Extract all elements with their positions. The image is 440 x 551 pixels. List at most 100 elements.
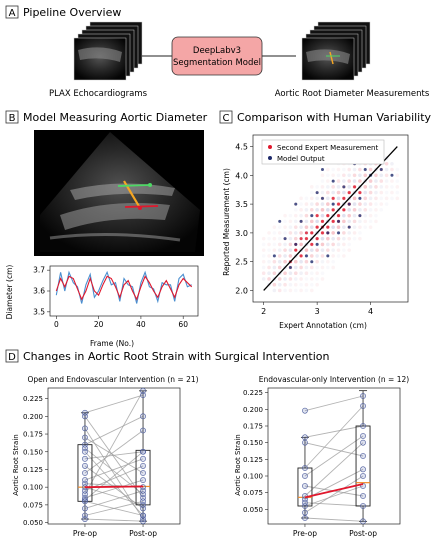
scatter-density-dot — [288, 219, 293, 224]
scatter-density-dot — [363, 202, 368, 206]
strain-point — [360, 466, 366, 473]
scatter-density-dot — [384, 179, 389, 183]
strain-point — [82, 470, 88, 476]
trace-xlabel: Frame (No.) — [90, 339, 134, 348]
scatter-point — [342, 185, 346, 189]
scatter-density-dot — [299, 208, 303, 212]
strain-point — [140, 413, 146, 420]
scatter-density-dot — [384, 190, 389, 195]
strain-point — [82, 434, 88, 441]
scatter-density-dot — [283, 277, 287, 281]
scatter-density-dot — [363, 190, 368, 195]
scatter-density-dot — [384, 173, 389, 178]
scatter-density-dot — [379, 208, 384, 212]
scatter-density-dot — [342, 225, 346, 229]
scatter-density-dot — [283, 254, 287, 258]
panel-a-letter: A — [9, 8, 16, 19]
scatter-density-dot — [261, 254, 266, 258]
scatter-density-dot — [368, 219, 373, 224]
scatter-density-dot — [315, 208, 319, 212]
scatter-density-dot — [379, 173, 384, 178]
scatter-density-dot — [347, 208, 352, 212]
paired-line — [304, 442, 364, 497]
scatter-density-dot — [293, 225, 298, 229]
paired-line — [304, 475, 364, 514]
scatter-density-dot — [283, 213, 287, 218]
scatter-density-dot — [261, 277, 266, 281]
scatter-density-dot — [304, 202, 309, 206]
strain-point — [140, 392, 146, 398]
scatter-density-dot — [363, 219, 368, 224]
scatter-density-dot — [331, 265, 335, 270]
scatter-density-dot — [384, 161, 389, 166]
scatter-density-dot — [347, 231, 352, 235]
box-xtick-label: Pre-op — [73, 529, 97, 538]
panel-b-letter: B — [9, 113, 16, 124]
scatter-density-dot — [363, 196, 368, 201]
paired-line — [84, 479, 144, 499]
paired-line — [304, 442, 364, 457]
scatter-density-dot — [352, 167, 357, 172]
scatter-density-dot — [288, 213, 293, 218]
scatter-density-dot — [320, 271, 325, 276]
scatter-density-dot — [395, 190, 400, 195]
scatter-density-dot — [309, 202, 314, 206]
scatter-density-dot — [342, 167, 346, 172]
strain-point — [140, 477, 146, 483]
scatter-density-dot — [304, 225, 309, 229]
scatter-density-dot — [390, 161, 394, 166]
scatter-density-dot — [299, 242, 303, 247]
scatter-density-dot — [261, 236, 266, 241]
scatter-density-dot — [309, 196, 314, 201]
scatter-density-dot — [374, 208, 378, 212]
scatter-density-dot — [352, 202, 357, 206]
scatter-ylabel: Reported Measurement (cm) — [222, 168, 231, 276]
scatter-density-dot — [320, 185, 325, 189]
scatter-density-dot — [320, 173, 325, 178]
scatter-density-dot — [277, 265, 282, 270]
scatter-density-dot — [368, 167, 373, 172]
scatter-density-dot — [336, 254, 341, 258]
scatter-density-dot — [288, 254, 293, 258]
scatter-density-dot — [293, 236, 298, 241]
box-ytick-label: 0.150 — [23, 448, 43, 456]
scatter-density-dot — [390, 179, 394, 183]
scatter-point — [337, 202, 341, 206]
scatter-point — [358, 196, 362, 200]
scatter-density-dot — [336, 167, 341, 172]
scatter-density-dot — [277, 225, 282, 229]
scatter-ytick-label: 2.5 — [235, 258, 248, 267]
scatter-density-dot — [293, 271, 298, 276]
strain-point — [82, 498, 88, 505]
scatter-density-dot — [315, 282, 319, 287]
legend-expert: Second Expert Measurement — [277, 144, 378, 152]
scatter-point — [310, 214, 314, 218]
scatter-density-dot — [288, 242, 293, 247]
scatter-point — [299, 254, 303, 258]
scatter-density-dot — [336, 185, 341, 189]
scatter-density-dot — [267, 248, 271, 252]
paired-line — [84, 486, 144, 506]
scatter-density-dot — [304, 259, 309, 264]
scatter-density-dot — [363, 208, 368, 212]
scatter-density-dot — [299, 265, 303, 270]
scatter-point — [353, 185, 357, 189]
scatter-density-dot — [352, 173, 357, 178]
scatter-point — [304, 237, 308, 241]
scatter-density-dot — [379, 179, 384, 183]
scatter-density-dot — [299, 271, 303, 276]
scatter-point — [315, 214, 319, 218]
scatter-point — [315, 191, 319, 195]
scatter-density-dot — [352, 231, 357, 235]
scatter-density-dot — [309, 248, 314, 252]
scatter-point — [337, 219, 341, 223]
scatter-density-dot — [267, 236, 271, 241]
scatter-density-dot — [320, 190, 325, 195]
trace-ytick-label: 3.6 — [33, 287, 45, 296]
scatter-point — [342, 208, 346, 212]
scatter-density-dot — [277, 242, 282, 247]
scatter-density-dot — [331, 254, 335, 258]
box-ytick-label: 0.100 — [243, 473, 263, 481]
scatter-density-dot — [272, 248, 277, 252]
trace-ytick-label: 3.5 — [33, 307, 45, 316]
